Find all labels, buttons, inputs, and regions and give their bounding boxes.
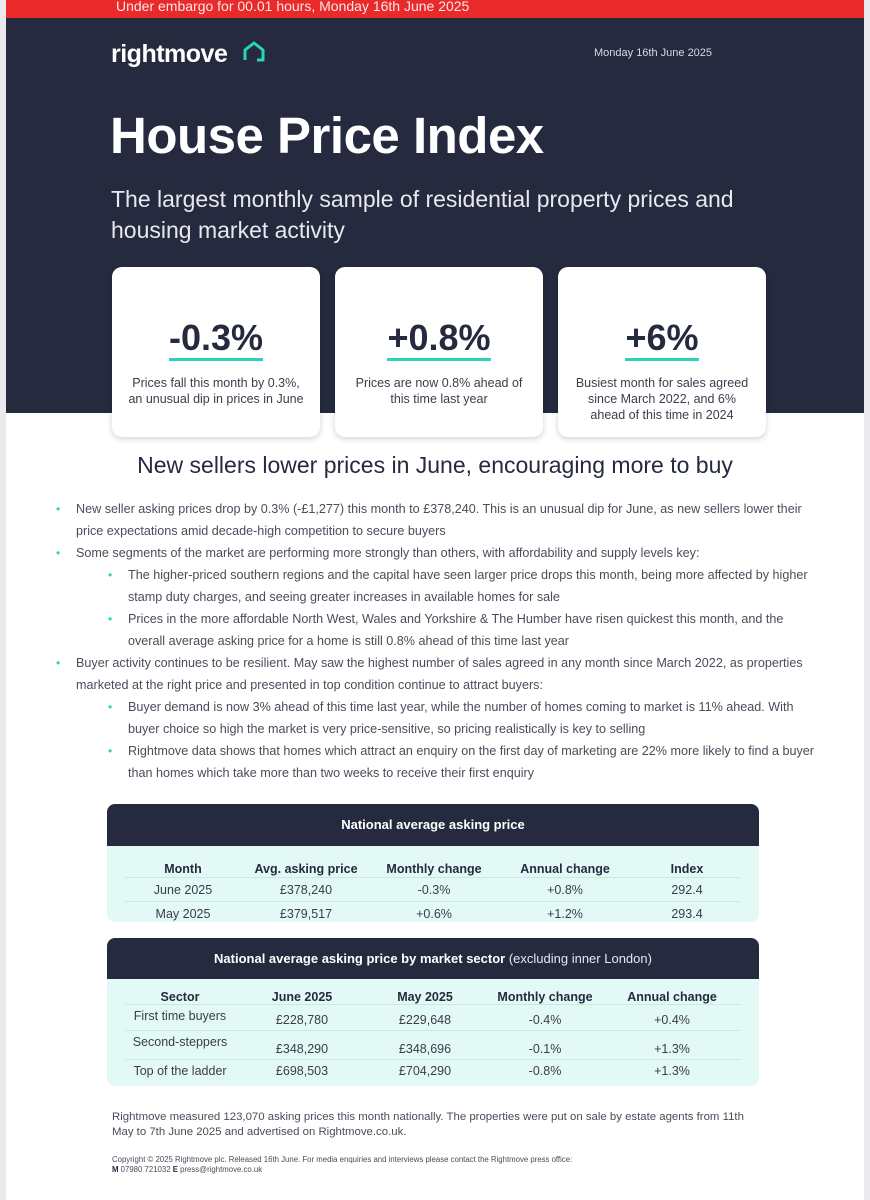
row-divider — [125, 1004, 741, 1005]
sub-bullet-item: The higher-priced southern regions and t… — [56, 564, 816, 608]
sub-bullet-item: Rightmove data shows that homes which at… — [56, 740, 816, 784]
row-divider — [125, 877, 741, 878]
page-edge-right — [864, 0, 870, 1200]
cell-may: £704,290 — [398, 1064, 452, 1078]
sub-bullet-item: Buyer demand is now 3% ahead of this tim… — [56, 696, 816, 740]
column-header: Monthly change — [386, 862, 482, 876]
email-label: E — [172, 1165, 178, 1174]
table-title-main: National average asking price by market … — [214, 951, 506, 966]
copyright-block: Copyright © 2025 Rightmove plc. Released… — [112, 1155, 762, 1175]
summary-bullets: New seller asking prices drop by 0.3% (-… — [56, 498, 816, 784]
row-divider — [125, 901, 741, 902]
cell-may: £229,648 — [398, 1013, 452, 1027]
cell-price: £379,517 — [279, 907, 333, 921]
cell-monthly: -0.3% — [417, 883, 451, 897]
page-subtitle: The largest monthly sample of residentia… — [111, 186, 734, 243]
column-header: May 2025 — [397, 990, 453, 1004]
stat-card-annual: +0.8% Prices are now 0.8% ahead of this … — [335, 267, 543, 437]
cell-sector: Top of the ladder — [133, 1064, 227, 1078]
methodology-footnote: Rightmove measured 123,070 asking prices… — [112, 1111, 744, 1138]
column-header: Annual change — [520, 862, 610, 876]
cell-annual: +0.8% — [547, 883, 583, 897]
sub-bullet-item: Prices in the more affordable North West… — [56, 608, 816, 652]
column-header: Index — [670, 862, 704, 876]
column-header: June 2025 — [271, 990, 333, 1004]
market-sector-table: National average asking price by market … — [107, 938, 759, 1086]
house-outline-icon — [243, 41, 265, 62]
column-header: Avg. asking price — [254, 862, 358, 876]
column-header: Monthly change — [497, 990, 593, 1004]
page-title: House Price Index — [110, 107, 544, 164]
stat-value: +6% — [625, 319, 699, 361]
stat-description: Busiest month for sales agreed since Mar… — [575, 376, 749, 422]
stat-card-monthly: -0.3% Prices fall this month by 0.3%, an… — [112, 267, 320, 437]
copyright-line: Copyright © 2025 Rightmove plc. Released… — [112, 1155, 573, 1164]
row-divider — [125, 1030, 741, 1031]
stat-description: Prices are now 0.8% ahead of this time l… — [355, 376, 523, 406]
table-title: National average asking price by market … — [107, 938, 759, 979]
cell-may: £348,696 — [398, 1042, 452, 1056]
cell-index: 293.4 — [671, 907, 703, 921]
row-divider — [125, 1059, 741, 1060]
column-header: Sector — [160, 990, 200, 1004]
cell-monthly: +0.6% — [416, 907, 452, 921]
stat-value: +0.8% — [387, 319, 491, 361]
cell-month: May 2025 — [155, 907, 211, 921]
column-header: Month — [164, 862, 202, 876]
press-email[interactable]: press@rightmove.co.uk — [180, 1165, 263, 1174]
cell-monthly: -0.4% — [528, 1013, 562, 1027]
cell-annual: +1.2% — [547, 907, 583, 921]
release-date: Monday 16th June 2025 — [594, 47, 713, 59]
stat-card-sales: +6% Busiest month for sales agreed since… — [558, 267, 766, 437]
cell-sector: Second-steppers — [132, 1035, 228, 1049]
section-headline: New sellers lower prices in June, encour… — [137, 452, 733, 478]
table-title: National average asking price — [107, 804, 759, 846]
cell-annual: +1.3% — [654, 1042, 690, 1056]
stat-value: -0.3% — [168, 319, 264, 361]
press-contacts: M 07980 721032 E press@rightmove.co.uk — [112, 1165, 762, 1175]
bullet-item: Some segments of the market are performi… — [56, 542, 816, 564]
cell-june: £698,503 — [275, 1064, 329, 1078]
cell-sector: First time buyers — [133, 1009, 227, 1023]
embargo-banner: Under embargo for 00.01 hours, Monday 16… — [6, 0, 864, 18]
cell-annual: +0.4% — [654, 1013, 690, 1027]
cell-monthly: -0.8% — [528, 1064, 562, 1078]
page-edge-left — [0, 0, 6, 1200]
cell-june: £228,780 — [275, 1013, 329, 1027]
stat-description: Prices fall this month by 0.3%, an unusu… — [128, 376, 304, 406]
column-header: Annual change — [627, 990, 717, 1004]
press-phone[interactable]: 07980 721032 — [120, 1165, 171, 1174]
bullet-item: Buyer activity continues to be resilient… — [56, 652, 816, 696]
cell-month: June 2025 — [153, 883, 213, 897]
cell-monthly: -0.1% — [528, 1042, 562, 1056]
phone-label: M — [112, 1165, 119, 1174]
rightmove-logo: rightmove — [111, 40, 228, 68]
table-title-note: (excluding inner London) — [508, 951, 652, 966]
embargo-text: Under embargo for 00.01 hours, Monday 16… — [116, 0, 470, 14]
bullet-item: New seller asking prices drop by 0.3% (-… — [56, 498, 816, 542]
cell-annual: +1.3% — [654, 1064, 690, 1078]
cell-index: 292.4 — [671, 883, 703, 897]
cell-price: £378,240 — [279, 883, 333, 897]
national-asking-price-table: National average asking price Month Avg.… — [107, 804, 759, 922]
cell-june: £348,290 — [275, 1042, 329, 1056]
